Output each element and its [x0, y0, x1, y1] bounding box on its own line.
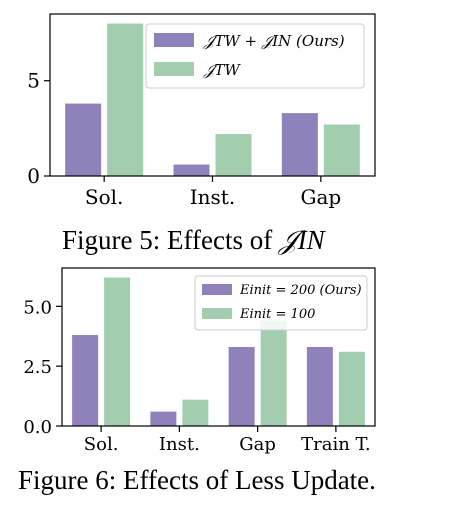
c2-x-tick-label: Sol.: [84, 434, 119, 455]
c2-x-tick-label: Train T.: [301, 434, 371, 455]
chart-2-legend-box: [194, 275, 368, 331]
c2-x-tick-label: Inst.: [159, 434, 200, 455]
chart-2-plot-frame: [61, 267, 376, 427]
figure-5-caption-prefix: Figure 5:: [62, 225, 161, 255]
c2-x-tick-label: Gap: [239, 434, 276, 455]
c1-bar-sol-series-0: [65, 103, 102, 176]
chart-1-legend-box: [145, 23, 365, 89]
c1-y-tick-label: 5: [27, 69, 40, 93]
c1-bar-sol-series-1: [107, 23, 144, 176]
figure-6-caption-text: Effects of Less Update.: [123, 465, 376, 495]
chart-1-legend: 𝒥TW + 𝒥IN (Ours) 𝒥TW: [145, 23, 365, 89]
figure-6-caption-prefix: Figure 6:: [18, 465, 117, 495]
chart-2-legend-swatch-100: [202, 308, 232, 319]
chart-2-bars: [72, 277, 365, 426]
c2-bar-inst-series-1: [182, 399, 209, 426]
c1-bar-inst-series-0: [173, 164, 210, 176]
c2-bar-gap-series-1: [260, 320, 287, 426]
chart-1-legend-swatch-ours: [154, 33, 194, 47]
chart-2-legend-label-ours: Einit = 200 (Ours): [239, 283, 362, 298]
c2-bar-sol-series-0: [72, 335, 99, 426]
c2-bar-inst-series-0: [150, 411, 177, 426]
chart-1-y-axis: 05: [27, 69, 50, 188]
c1-x-tick-label: Gap: [300, 185, 341, 209]
c1-bar-inst-series-1: [215, 134, 252, 176]
chart-1-legend-label-tw: 𝒥TW: [203, 61, 241, 79]
c2-bar-traint-series-1: [338, 351, 365, 426]
c2-y-tick-label: 2.5: [23, 357, 52, 378]
figure-5-caption-math: 𝒥IN: [278, 225, 325, 255]
chart-1-legend-swatch-tw: [154, 62, 194, 76]
c1-bar-gap-series-1: [323, 124, 360, 176]
c2-bar-gap-series-0: [228, 347, 255, 426]
figure-6-caption: Figure 6: Effects of Less Update.: [18, 465, 376, 496]
c1-x-tick-label: Inst.: [190, 185, 235, 209]
figure-5-caption-text: Effects of: [167, 225, 273, 255]
figure-5-caption: Figure 5: Effects of 𝒥IN: [62, 225, 325, 257]
c1-bar-gap-series-0: [281, 113, 318, 176]
c2-y-tick-label: 5.0: [23, 297, 52, 318]
chart-1-bars: [65, 23, 360, 176]
chart-2-legend-label-100: Einit = 100: [239, 307, 315, 322]
chart-2-y-axis: 0.0 2.5 5.0: [23, 297, 62, 438]
chart-2-legend: Einit = 200 (Ours) Einit = 100: [194, 275, 368, 331]
c2-bar-traint-series-0: [306, 347, 333, 426]
chart-2: 0.0 2.5 5.0 Sol. Inst. Gap Train T. Einit = 2…: [23, 267, 376, 455]
chart-1-legend-label-ours: 𝒥TW + 𝒥IN (Ours): [203, 32, 345, 50]
chart-1-x-axis: Sol. Inst. Gap: [85, 176, 341, 209]
c1-x-tick-label: Sol.: [85, 185, 124, 209]
chart-2-x-axis: Sol. Inst. Gap Train T.: [84, 426, 371, 455]
chart-1: 05 Sol. Inst. Gap 𝒥TW + 𝒥IN (Ours) 𝒥TW: [27, 13, 376, 209]
chart-2-legend-swatch-ours: [202, 284, 232, 295]
c1-y-tick-label: 0: [27, 164, 40, 188]
c2-y-tick-label: 0.0: [23, 417, 52, 438]
c2-bar-sol-series-1: [104, 277, 131, 426]
